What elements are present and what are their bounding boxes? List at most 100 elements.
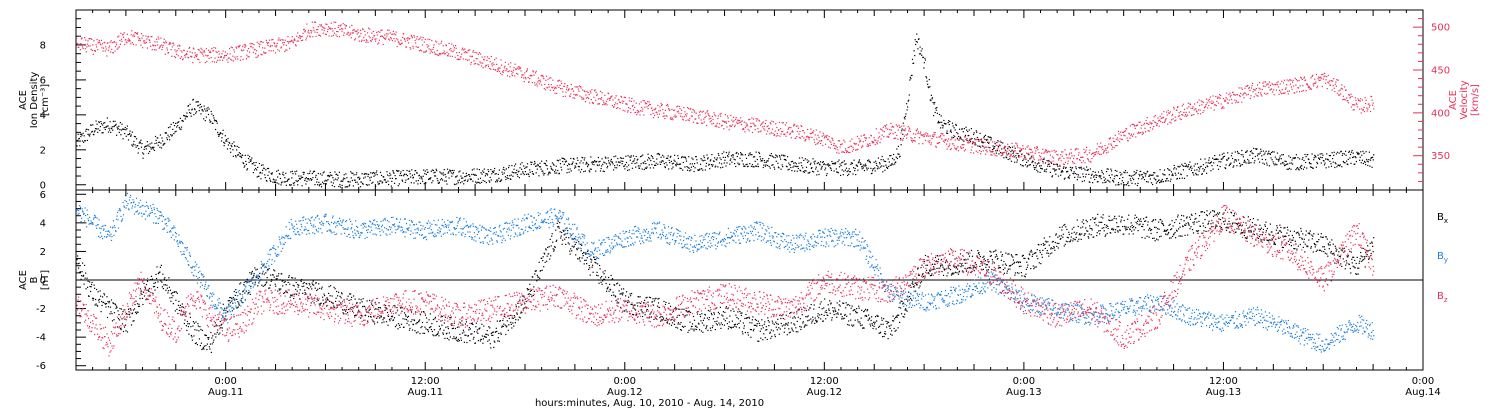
velocity-point [1027,153,1029,155]
velocity-point [324,33,326,35]
density-point [106,117,108,119]
density-point [338,185,340,188]
density-point [1365,163,1367,166]
velocity-point [360,40,363,42]
velocity-point [1133,124,1135,126]
density-point [890,155,892,157]
density-point [922,56,924,58]
density-point [1249,151,1251,153]
density-point [986,138,988,140]
density-point [1151,174,1153,176]
velocity-point [1295,84,1297,86]
velocity-point [710,120,712,122]
density-point [731,161,733,163]
density-point [365,184,367,186]
velocity-point [276,42,278,45]
velocity-point [798,133,800,135]
velocity-point [1273,89,1275,91]
density-point [1323,164,1326,166]
density-point [701,168,703,170]
velocity-point [182,59,184,61]
velocity-point [1331,89,1333,91]
velocity-point [1181,105,1183,107]
density-point [546,165,548,167]
velocity-point [495,57,497,59]
density-point [1099,175,1101,177]
field-bx-point [119,308,121,310]
density-point [445,176,447,178]
field-bx-point [116,306,118,309]
velocity-point [348,35,350,37]
velocity-point [316,31,318,34]
density-point [740,152,742,154]
velocity-point [466,59,469,61]
density-point [1268,150,1270,152]
velocity-point [281,39,283,41]
density-point [162,144,164,146]
velocity-point [1361,99,1363,101]
velocity-point [623,100,625,102]
density-point [302,171,304,173]
velocity-point [661,104,663,106]
density-point [1184,162,1186,164]
density-point [1038,162,1040,164]
velocity-point [376,34,378,36]
density-point [1121,180,1123,182]
velocity-point [946,143,948,145]
velocity-point [770,123,772,125]
velocity-point [1208,98,1210,100]
density-point [1064,167,1067,169]
velocity-point [293,39,295,41]
density-point [332,177,334,179]
density-point [80,135,82,138]
density-point [139,142,141,144]
density-point [1152,174,1154,176]
density-point [840,174,842,176]
density-point [1173,168,1175,170]
density-point [306,180,308,182]
density-point [503,166,505,169]
velocity-point [122,33,124,35]
density-point [145,148,147,150]
density-point [408,178,410,180]
velocity-point [338,36,340,38]
velocity-point [464,48,466,50]
velocity-point [621,96,623,98]
density-point [522,172,524,174]
velocity-point [272,39,274,41]
velocity-point [1228,99,1230,101]
density-point [676,162,678,164]
density-point [104,122,106,124]
velocity-point [486,59,488,62]
velocity-point [1084,151,1087,153]
field-bx-point [99,290,101,292]
density-point [279,177,281,180]
density-point [124,133,126,135]
density-point [505,178,507,181]
velocity-point [479,53,482,55]
velocity-point [872,141,874,143]
density-point [969,141,971,143]
density-point [953,136,955,139]
velocity-point [1197,109,1200,111]
velocity-point [1026,152,1028,154]
velocity-point [1098,145,1100,148]
density-point [209,121,211,123]
velocity-point [481,56,483,58]
density-point [1084,176,1087,178]
velocity-point [574,86,576,88]
velocity-point [1159,119,1161,121]
velocity-point [517,66,519,68]
velocity-point [688,120,690,122]
velocity-point [555,87,557,89]
velocity-point [833,144,835,146]
density-point [520,173,522,175]
velocity-point [1215,95,1217,98]
velocity-point [1298,87,1300,89]
velocity-point [512,71,514,73]
density-point [571,163,573,165]
velocity-point [894,137,896,139]
velocity-point [597,103,599,105]
density-point [1330,165,1333,167]
density-point [839,163,841,165]
